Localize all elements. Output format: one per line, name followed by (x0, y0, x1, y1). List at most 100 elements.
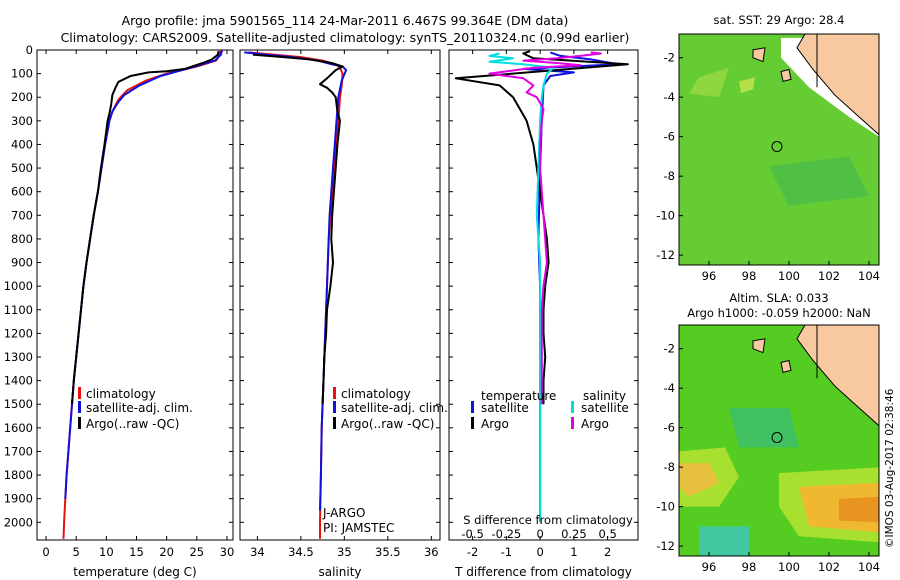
y-tick-label: -2 (664, 51, 675, 65)
y-tick-label: 1500 (4, 397, 33, 411)
y-tick-label: -6 (664, 130, 675, 144)
y-tick-label: -8 (664, 169, 675, 183)
annotation-pi: PI: JAMSTEC (323, 521, 394, 535)
legend-swatch (571, 417, 574, 429)
plot-frame (36, 49, 234, 541)
salinity-profile-panel: 34 34.5 35 35.5 36 salinity climatologysatelli… (239, 49, 448, 579)
x-tick-label: 104 (858, 269, 880, 283)
legend-header-temperature: temperature (481, 389, 556, 403)
x-tick-label: 30 (220, 545, 235, 559)
legend-entry: climatology (341, 387, 411, 401)
legend-swatch (471, 401, 474, 413)
legend-swatch (471, 417, 474, 429)
legend-entry: Argo(..raw -QC) (86, 417, 179, 431)
sst-map-panel: 96 98 100 102 104 -2 -4 -6 -8 -10 -12 sat. SST: 29 … (656, 13, 880, 283)
y-tick-label: 400 (11, 137, 33, 151)
argo-location-marker (771, 432, 783, 444)
x-tick-label: 98 (742, 269, 757, 283)
series-line (454, 50, 629, 405)
x-tick-label: 100 (778, 269, 800, 283)
y-tick-label: 1400 (4, 374, 33, 388)
map-field (679, 325, 879, 556)
map-frame (678, 324, 880, 557)
figure-title-line1: Argo profile: jma 5901565_114 24-Mar-201… (122, 13, 569, 28)
y-tick-label: -4 (664, 90, 675, 104)
x-tick-label: -1 (501, 545, 512, 559)
y-tick-label: 1700 (4, 444, 33, 458)
series-line (62, 49, 222, 539)
x-tick-label: 35 (337, 545, 352, 559)
s-tick-label: 0.5 (598, 527, 616, 541)
x-axis-label: temperature (deg C) (73, 565, 196, 579)
y-tick-label: 1300 (4, 350, 33, 364)
x-tick-label: 35.5 (375, 545, 401, 559)
x-tick-label: 25 (189, 545, 204, 559)
map-field-patch (729, 407, 799, 448)
island (752, 338, 766, 354)
s-tick-label: -0.25 (491, 527, 521, 541)
x-axis-label: T difference from climatology (454, 565, 632, 579)
x-tick-label: 0 (536, 545, 543, 559)
y-tick-label: -2 (664, 342, 675, 356)
x-tick-label: 34 (250, 545, 265, 559)
map-subtitle: Argo h1000: -0.059 h2000: NaN (687, 306, 871, 320)
x-tick-label: 34.5 (288, 545, 314, 559)
y-tick-label: 500 (11, 161, 33, 175)
y-tick-label: 600 (11, 185, 33, 199)
x-tick-label: 1 (570, 545, 577, 559)
y-tick-label: 100 (11, 67, 33, 81)
s-tick-label: 0.25 (561, 527, 587, 541)
legend-entry: satellite (481, 401, 529, 415)
map-title: Altim. SLA: 0.033 (729, 291, 828, 305)
series-line (252, 53, 344, 405)
difference-profile-panel: -2 -1 0 1 2 T difference from climatology temp… (448, 49, 639, 579)
x-tick-label: 104 (858, 560, 880, 574)
legend-swatch (333, 387, 336, 399)
map-field (679, 34, 879, 265)
sla-map-panel: 96 98 100 102 104 -2 -4 -6 -8 -10 -12 Altim. SLA: 0… (656, 291, 880, 574)
s-tick-label: 0 (536, 527, 543, 541)
y-tick-label: 1800 (4, 468, 33, 482)
annotation-j-argo: J-ARGO (322, 506, 365, 520)
y-tick-label: -8 (664, 460, 675, 474)
legend-entry: climatology (86, 387, 156, 401)
x-tick-label: 102 (818, 269, 840, 283)
s-tick-label: -0.5 (461, 527, 483, 541)
legend-entry: Argo(..raw -QC) (341, 417, 434, 431)
legend-entry: Argo (581, 417, 609, 431)
legend-swatch (333, 417, 336, 429)
legend-swatch (78, 417, 81, 429)
map-field-patch (699, 526, 749, 556)
y-tick-label: 1000 (4, 279, 33, 293)
legend-entry: satellite (581, 401, 629, 415)
legend-header-salinity: salinity (583, 389, 626, 403)
series-line (64, 49, 224, 499)
map-field-patch (839, 496, 879, 523)
y-tick-label: -12 (656, 248, 675, 262)
x-tick-label: 2 (604, 545, 611, 559)
legend-entry: satellite-adj. clim. (341, 401, 448, 415)
legend-entry: satellite-adj. clim. (86, 401, 193, 415)
plot-frame (239, 49, 441, 541)
y-tick-label: 700 (11, 208, 33, 222)
x-tick-label: 96 (702, 269, 717, 283)
map-field-patch (769, 156, 869, 206)
series-line (522, 51, 619, 523)
imos-credit: ©IMOS 03-Aug-2017 02:38:46 (884, 388, 896, 548)
y-tick-label: 1600 (4, 421, 33, 435)
y-tick-label: 200 (11, 90, 33, 104)
map-field-patch (689, 67, 729, 98)
map-field-patch (739, 77, 755, 94)
x-tick-label: 96 (702, 560, 717, 574)
y-tick-label: 900 (11, 256, 33, 270)
series-line (488, 51, 602, 405)
argo-location-marker (771, 141, 783, 153)
y-tick-label: -6 (664, 421, 675, 435)
y-tick-label: -12 (656, 539, 675, 553)
legend-swatch (78, 401, 81, 413)
x-tick-label: 20 (159, 545, 174, 559)
x-tick-label: 98 (742, 560, 757, 574)
x-tick-label: 102 (818, 560, 840, 574)
y-tick-label: 300 (11, 114, 33, 128)
x-tick-label: 15 (129, 545, 144, 559)
